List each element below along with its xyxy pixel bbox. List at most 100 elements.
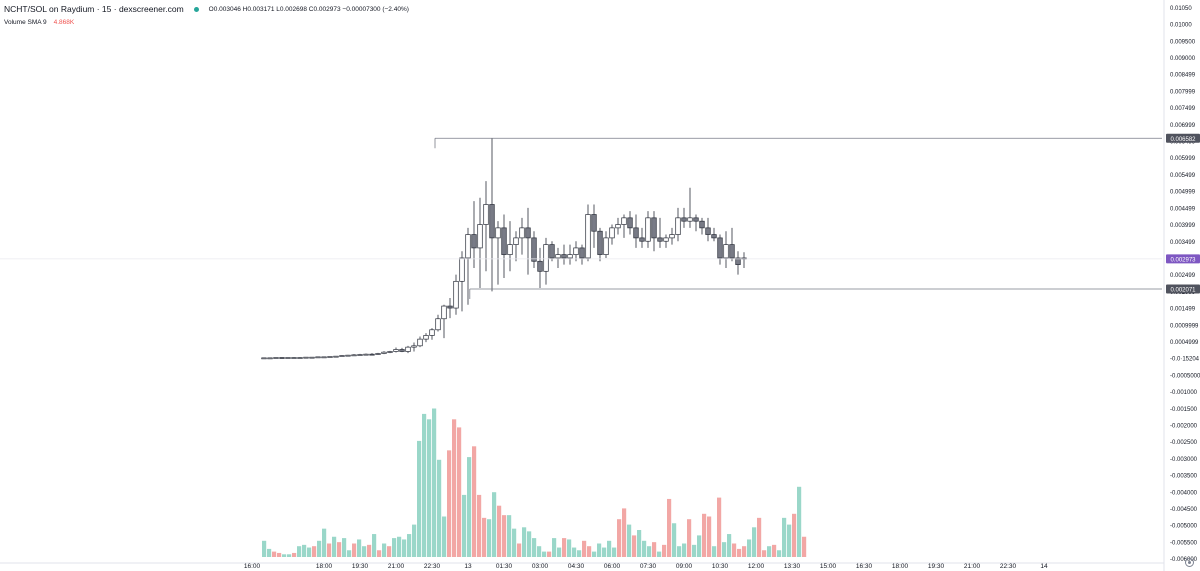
volume-bar	[702, 513, 707, 557]
price-level-badge	[1166, 133, 1200, 143]
volume-bar	[527, 531, 532, 557]
price-tick-label: -0.004000	[1170, 490, 1198, 496]
volume-bar	[722, 542, 727, 557]
price-tick-label: 0.01000	[1170, 23, 1192, 29]
candle-body	[315, 356, 321, 359]
candle-body	[615, 224, 621, 229]
volume-bar	[782, 517, 787, 557]
candle-body	[699, 220, 705, 229]
time-tick-label: 01:30	[496, 563, 513, 570]
candle-body	[507, 244, 513, 255]
volume-bar	[417, 440, 422, 557]
volume-bar	[432, 408, 437, 557]
volume-bar	[262, 540, 267, 557]
volume-bar	[797, 486, 802, 557]
time-tick-label: 13	[464, 563, 472, 570]
candle-body	[423, 335, 429, 340]
price-axis: 0.01050 0.01000 0.009500 0.009000 0.008499 0.…	[1170, 6, 1200, 563]
volume-bar	[322, 528, 327, 557]
candle-body	[369, 353, 375, 356]
candle-body	[345, 354, 351, 357]
candle-body	[351, 354, 357, 357]
time-tick-label: 21:00	[388, 563, 405, 570]
time-tick-label: 19:30	[928, 563, 945, 570]
volume-bar	[552, 538, 557, 557]
candle-body	[429, 329, 435, 336]
candle-body	[273, 357, 279, 359]
price-level-label: 0.002071	[1170, 287, 1196, 293]
volume-bar	[342, 538, 347, 557]
volume-bar	[717, 497, 722, 557]
candle-body	[441, 305, 447, 320]
candle-body	[717, 237, 723, 259]
time-tick-label: 04:30	[568, 563, 585, 570]
candle-body	[417, 338, 423, 347]
candle-body	[321, 356, 327, 359]
candle-body	[519, 227, 525, 239]
candle-body	[597, 230, 603, 255]
volume-bar	[517, 543, 522, 557]
candle-body	[603, 237, 609, 255]
volume-bar	[647, 546, 652, 557]
time-tick-label: 21:00	[964, 563, 981, 570]
volume-bar	[492, 492, 497, 557]
candle-body	[447, 305, 453, 309]
volume-bar	[692, 544, 697, 557]
price-tick-label: -0.001000	[1170, 390, 1198, 396]
price-tick-label: 0.001499	[1170, 307, 1196, 313]
price-tick-label: -0.005500	[1170, 540, 1198, 546]
volume-bar	[587, 546, 592, 557]
time-tick-label: 16:00	[244, 563, 261, 570]
volume-bar	[612, 547, 617, 557]
volume-bar	[642, 540, 647, 557]
legend-main-row: NCHT/SOL on Raydium · 15 · dexscreener.c…	[4, 3, 409, 16]
candle-body	[729, 244, 735, 259]
price-tick-label: 0.006999	[1170, 123, 1196, 129]
candle-body	[549, 244, 555, 259]
volume-bar	[792, 513, 797, 557]
candle-body	[573, 247, 579, 255]
candle-body	[687, 217, 693, 222]
volume-bar	[487, 519, 492, 557]
volume-bar	[507, 515, 512, 557]
candle-body	[381, 351, 387, 354]
volume-bar	[377, 550, 382, 557]
volume-indicator-value: 4.868K	[53, 19, 75, 26]
volume-bar	[737, 548, 742, 557]
volume-bar	[347, 550, 352, 557]
price-tick-label: -0.0005000	[1170, 373, 1200, 379]
candle-body	[309, 356, 315, 359]
volume-bar	[462, 494, 467, 557]
candle-body	[387, 351, 393, 353]
volume-bar	[632, 535, 637, 557]
volume-bar	[762, 550, 767, 557]
gear-icon[interactable]	[1185, 558, 1194, 567]
volume-bar	[752, 527, 757, 557]
time-tick-label: 09:00	[676, 563, 693, 570]
volume-bar	[537, 546, 542, 557]
volume-bar	[772, 544, 777, 557]
price-tick-label: -0.003000	[1170, 457, 1198, 463]
candle-body	[261, 357, 267, 360]
volume-bar	[667, 498, 672, 557]
time-tick-label: 07:30	[640, 563, 657, 570]
price-tick-label: 0.007999	[1170, 89, 1196, 95]
volume-bar	[732, 543, 737, 557]
candle-body	[333, 355, 339, 358]
price-tick-label: 0.0004999	[1170, 340, 1199, 346]
price-tick-label: 0.01050	[1170, 6, 1192, 12]
price-tick-label: 0.009000	[1170, 56, 1196, 62]
candle-body	[483, 204, 489, 225]
volume-bar	[757, 517, 762, 557]
time-tick-label: 19:30	[352, 563, 369, 570]
candle-body	[291, 357, 297, 359]
candle-body	[735, 257, 741, 265]
price-tick-label: -0.004500	[1170, 507, 1198, 513]
volume-series	[262, 408, 807, 557]
volume-bar	[267, 548, 272, 557]
volume-bar	[437, 459, 442, 557]
volume-bar	[557, 547, 562, 557]
candle-body	[633, 227, 639, 239]
